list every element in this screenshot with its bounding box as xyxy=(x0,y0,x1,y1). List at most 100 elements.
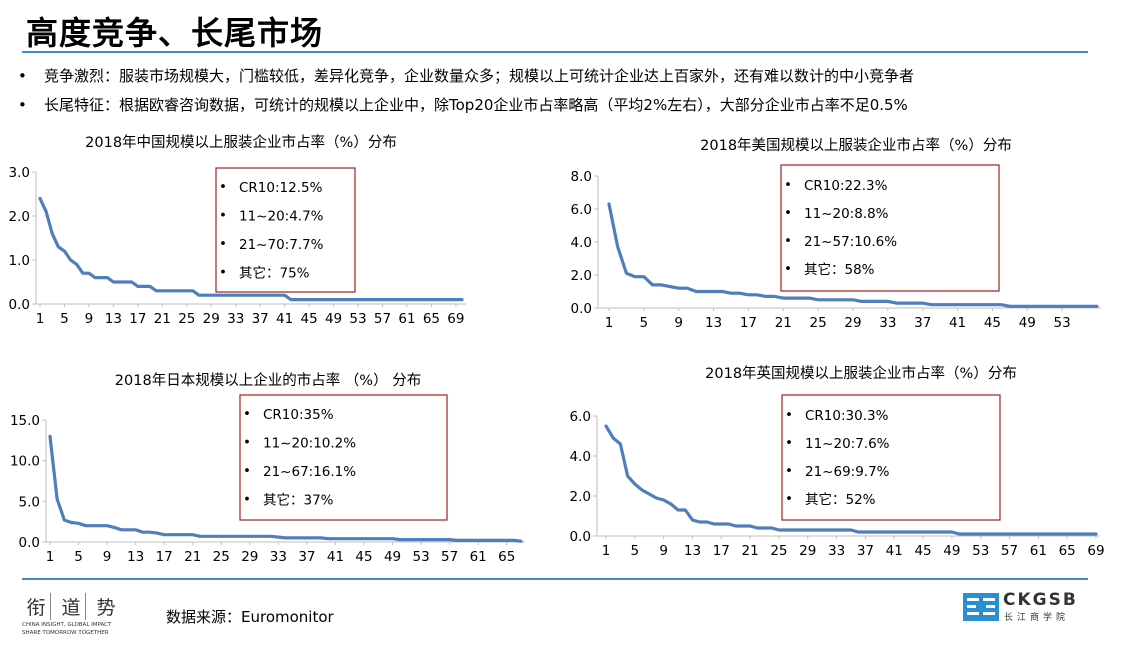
ckgsb-subtitle: 长江商学院 xyxy=(1004,613,1070,623)
chart-title: 2018年中国规模以上服装企业市占率（%）分布 xyxy=(85,133,397,151)
x-tick-label: 25 xyxy=(178,311,195,327)
x-tick-label: 61 xyxy=(470,549,487,565)
x-tick-label: 25 xyxy=(810,315,827,331)
x-tick-label: 21 xyxy=(154,311,171,327)
legend-box xyxy=(780,164,1000,292)
legend-bullet: • xyxy=(785,491,793,507)
y-tick-label: 10.0 xyxy=(10,454,40,470)
legend-bullet: • xyxy=(219,236,227,252)
x-tick-label: 57 xyxy=(374,311,391,327)
x-tick-label: 53 xyxy=(412,549,429,565)
x-tick-label: 37 xyxy=(252,311,269,327)
y-tick-label: 3.0 xyxy=(9,165,30,181)
x-tick-label: 45 xyxy=(984,315,1001,331)
x-tick-label: 5 xyxy=(640,315,649,331)
x-tick-label: 69 xyxy=(1087,543,1104,559)
chart-usa: 2018年美国规模以上服装企业市占率（%）分布 8.0 6.0 4.0 2.0 0.0 1 5… xyxy=(571,136,1101,331)
x-tick-label: 25 xyxy=(770,543,787,559)
legend-bullet: • xyxy=(243,463,251,479)
x-tick-label: 17 xyxy=(156,549,173,565)
x-tick-label: 9 xyxy=(103,549,112,565)
legend-box xyxy=(215,167,356,293)
legend-item: 21~67:16.1% xyxy=(263,464,356,480)
legend-item: 21~57:10.6% xyxy=(804,234,897,250)
x-tick-label: 1 xyxy=(602,543,611,559)
y-tick-label: 2.0 xyxy=(9,209,30,225)
x-tick-label: 49 xyxy=(384,549,401,565)
legend-bullet: • xyxy=(219,179,227,195)
x-tick-label: 5 xyxy=(74,549,83,565)
y-tick-label: 4.0 xyxy=(570,449,591,465)
footer-divider xyxy=(22,578,1088,580)
bullet-item: • 长尾特征：根据欧睿咨询数据，可统计的规模以上企业中，除Top20企业市占率略… xyxy=(18,91,914,120)
legend-bullet: • xyxy=(784,261,792,277)
x-tick-label: 13 xyxy=(705,315,722,331)
legend-box xyxy=(239,394,448,521)
ckgsb-logo: CKGSB 长江商学院 xyxy=(963,590,1091,624)
legend-bullet: • xyxy=(784,177,792,193)
legend-item: 其它：37% xyxy=(263,492,334,509)
x-tick-label: 33 xyxy=(227,311,244,327)
y-tick-label: 15.0 xyxy=(10,413,40,429)
x-tick-label: 5 xyxy=(60,311,69,327)
x-tick-label: 37 xyxy=(298,549,315,565)
legend-bullet: • xyxy=(784,233,792,249)
x-tick-label: 9 xyxy=(659,543,668,559)
x-tick-label: 45 xyxy=(301,311,318,327)
logo-glyph: 势 xyxy=(96,597,116,619)
legend-item: 11~20:10.2% xyxy=(263,436,356,452)
bullet-marker: • xyxy=(18,67,27,85)
x-tick-label: 1 xyxy=(605,315,614,331)
x-tick-label: 21 xyxy=(184,549,201,565)
y-tick-label: 1.0 xyxy=(9,253,30,269)
x-tick-label: 53 xyxy=(972,543,989,559)
x-tick-label: 37 xyxy=(914,315,931,331)
x-tick-label: 29 xyxy=(203,311,220,327)
x-tick-label: 49 xyxy=(943,543,960,559)
logo-tagline-2: SHARE TOMORROW TOGETHER xyxy=(22,630,109,636)
y-tick-label: 0.0 xyxy=(19,535,40,551)
page-title: 高度竞争、长尾市场 xyxy=(26,14,324,52)
legend-bullet: • xyxy=(219,265,227,281)
x-tick-label: 41 xyxy=(886,543,903,559)
legend-item: CR10:12.5% xyxy=(239,180,323,196)
legend-item: 11~20:8.8% xyxy=(804,206,889,222)
x-tick-label: 41 xyxy=(327,549,344,565)
y-tick-label: 2.0 xyxy=(571,268,592,284)
legend-bullet: • xyxy=(784,205,792,221)
series-line xyxy=(48,434,523,543)
legend-item: 11~20:4.7% xyxy=(239,209,324,225)
legend-bullet: • xyxy=(243,435,251,451)
x-tick-label: 61 xyxy=(1030,543,1047,559)
logo-glyph: 道 xyxy=(57,593,86,620)
x-tick-label: 57 xyxy=(441,549,458,565)
x-tick-label: 65 xyxy=(1059,543,1076,559)
bullet-item: • 竞争激烈：服装市场规模大，门槛较低，差异化竞争，企业数量众多；规模以上可统计… xyxy=(18,62,914,91)
x-tick-label: 69 xyxy=(447,311,464,327)
legend-box xyxy=(781,394,1001,521)
x-tick-label: 21 xyxy=(775,315,792,331)
y-tick-label: 2.0 xyxy=(570,489,591,505)
bullet-text: 长尾特征：根据欧睿咨询数据，可统计的规模以上企业中，除Top20企业市占率略高（… xyxy=(44,96,908,114)
legend-item: 11~20:7.6% xyxy=(805,436,890,452)
ckgsb-mark-icon xyxy=(963,593,999,621)
x-tick-label: 5 xyxy=(631,543,640,559)
x-tick-label: 37 xyxy=(857,543,874,559)
brand-logo-left: 衔 道 势 CHINA INSIGHT, GLOBAL IMPACT SHARE… xyxy=(22,593,132,637)
chart-title: 2018年日本规模以上企业的市占率 （%） 分布 xyxy=(115,371,421,389)
legend-item: 21~69:9.7% xyxy=(805,464,890,480)
x-tick-label: 13 xyxy=(105,311,122,327)
chart-uk: 2018年英国规模以上服装企业市占率（%）分布 6.0 4.0 2.0 0.0 1 5 9 13… xyxy=(570,364,1105,559)
logo-tagline: CHINA INSIGHT, GLOBAL IMPACT xyxy=(22,622,112,628)
x-tick-label: 1 xyxy=(46,549,55,565)
legend-item: CR10:30.3% xyxy=(805,408,889,424)
x-tick-label: 9 xyxy=(674,315,683,331)
series-line xyxy=(38,196,464,302)
x-tick-label: 45 xyxy=(355,549,372,565)
y-tick-label: 5.0 xyxy=(19,494,40,510)
legend-bullet: • xyxy=(785,463,793,479)
x-tick-label: 21 xyxy=(742,543,759,559)
y-tick-label: 6.0 xyxy=(571,202,592,218)
x-tick-label: 53 xyxy=(349,311,366,327)
x-tick-label: 41 xyxy=(276,311,293,327)
